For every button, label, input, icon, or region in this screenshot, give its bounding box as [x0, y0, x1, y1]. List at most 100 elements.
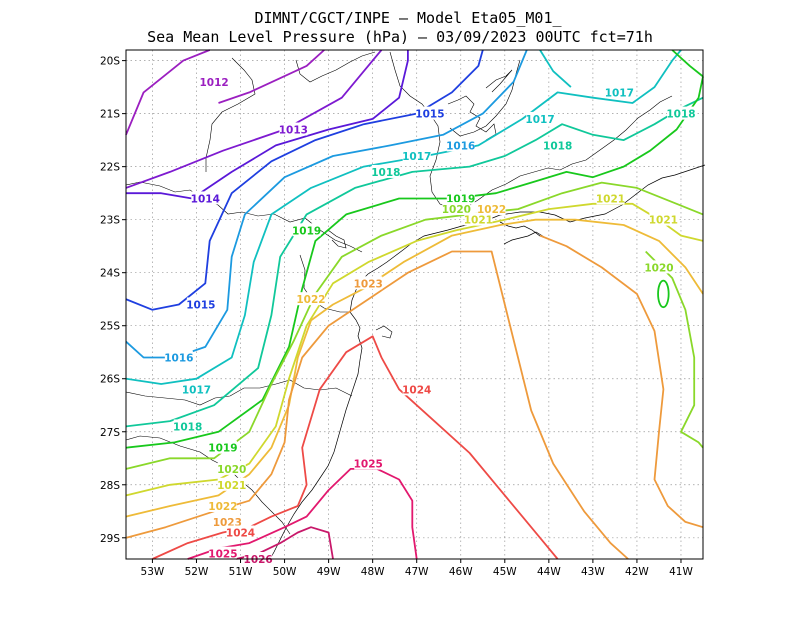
lat-tick-label: 27S	[100, 427, 120, 439]
isobar-label-bg	[371, 164, 400, 178]
isobar-label-1025: 1025	[208, 549, 237, 561]
isobar-label-bg	[526, 111, 555, 125]
lon-tick-label: 46W	[449, 566, 473, 578]
isobar-label-1019: 1019	[292, 225, 321, 237]
lat-tick-label: 26S	[100, 374, 120, 386]
lon-tick-label: 47W	[405, 566, 429, 578]
plot-border	[125, 49, 704, 560]
isobar-label-bg	[446, 191, 475, 205]
isobar-label-bg	[208, 440, 237, 454]
lat-tick-label: 20S	[100, 56, 120, 68]
lat-tick-label: 21S	[100, 109, 120, 121]
isobar-label-1017: 1017	[182, 384, 211, 396]
axis-ticks: 20S 21S 22S 23S 24S 25S 26S 27S 28S 29S 53W 52W 51W 5…	[100, 56, 693, 578]
isobar-label-bg	[296, 292, 325, 306]
isobar-label-1021: 1021	[649, 215, 678, 227]
isobar-label-bg	[208, 498, 237, 512]
isobar-label-1020: 1020	[644, 262, 673, 274]
isobar-label-bg	[226, 525, 255, 539]
lon-tick-label: 50W	[273, 566, 297, 578]
isobar-label-bg	[217, 477, 246, 491]
isobar-label-bg	[596, 191, 625, 205]
isobar-label-1021: 1021	[464, 215, 493, 227]
isobar-1014	[126, 50, 409, 200]
isobar-label-bg	[644, 260, 673, 274]
isobar-label-1017: 1017	[402, 151, 431, 163]
isobar-label-1013: 1013	[279, 125, 308, 137]
lon-tick-label: 41W	[669, 566, 693, 578]
lon-tick-label: 43W	[581, 566, 605, 578]
isobar-1019	[671, 49, 704, 78]
lon-tick-label: 44W	[537, 566, 561, 578]
state-border-6	[295, 51, 376, 83]
lon-tick-label: 49W	[317, 566, 341, 578]
isobar-label-1022: 1022	[296, 294, 325, 306]
lon-tick-label: 45W	[493, 566, 517, 578]
isobar-1012	[125, 49, 211, 136]
isobar-label-bg	[173, 419, 202, 433]
isobar-label-bg	[279, 122, 308, 136]
isobar-label-1018: 1018	[666, 109, 695, 121]
isobar-label-1014: 1014	[191, 193, 220, 205]
isobar-1018	[125, 96, 704, 428]
isobar-label-1020: 1020	[217, 464, 246, 476]
lon-tick-label: 51W	[229, 566, 253, 578]
isobar-label-1017: 1017	[605, 87, 634, 99]
lon-tick-label: 42W	[625, 566, 649, 578]
lat-tick-label: 23S	[100, 215, 120, 227]
lat-tick-label: 22S	[100, 162, 120, 174]
isobar-label-bg	[477, 202, 506, 216]
isobar-labels: 1012 1013 1014 1015 1015 1016 1016 1017 1017 1017…	[164, 74, 696, 566]
isobar-label-bg	[186, 297, 215, 311]
state-border-2	[125, 379, 353, 406]
isobar-label-bg	[543, 138, 572, 152]
map-title-line2: Sea Mean Level Pressure (hPa) – 03/09/20…	[147, 28, 653, 46]
lat-tick-label: 25S	[100, 321, 120, 333]
isobar-label-1018: 1018	[543, 140, 572, 152]
isobar-1023	[539, 234, 704, 529]
isobar-label-bg	[415, 106, 444, 120]
isobar-label-1017: 1017	[525, 114, 554, 126]
isobar-label-1022: 1022	[477, 204, 506, 216]
lon-tick-label: 52W	[185, 566, 209, 578]
isobar-label-1019: 1019	[208, 443, 237, 455]
isobar-label-1026: 1026	[244, 554, 273, 566]
isobar-label-bg	[605, 85, 634, 99]
lat-tick-label: 28S	[100, 480, 120, 492]
isobar-label-1024: 1024	[402, 384, 431, 396]
isobar-label-bg	[208, 546, 237, 560]
isobar-label-1018: 1018	[371, 167, 400, 179]
isobar-label-bg	[446, 138, 475, 152]
isobar-1020	[645, 250, 704, 449]
lat-tick-label: 29S	[100, 533, 120, 545]
isobar-label-1022: 1022	[208, 501, 237, 513]
lat-tick-label: 24S	[100, 268, 120, 280]
plot-area: 1012 1013 1014 1015 1015 1016 1016 1017 1017 1017…	[100, 49, 706, 578]
isobar-label-bg	[213, 514, 242, 528]
isobar-label-1015: 1015	[186, 300, 215, 312]
reservoir-lakes	[447, 95, 497, 141]
isobar-label-1015: 1015	[415, 109, 444, 121]
isobar-label-bg	[442, 202, 471, 216]
state-border-8	[461, 95, 673, 211]
isobar-label-bg	[464, 212, 493, 226]
isobar-label-1021: 1021	[217, 480, 246, 492]
isobar-1023	[125, 250, 629, 560]
isobar-label-bg	[649, 212, 678, 226]
isobar-label-bg	[354, 276, 383, 290]
map-title-line1: DIMNT/CGCT/INPE – Model Eta05_M01_	[254, 9, 562, 27]
lon-tick-label: 53W	[141, 566, 165, 578]
inner-lake	[327, 229, 347, 249]
island-coast	[375, 325, 393, 339]
isobar-label-1012: 1012	[199, 77, 228, 89]
isobar-label-bg	[217, 461, 246, 475]
isobar-label-bg	[164, 350, 193, 364]
isobar-1012	[218, 49, 325, 104]
isobar-1017	[125, 49, 682, 385]
isobar-1015	[125, 49, 484, 311]
isobar-label-1024: 1024	[226, 527, 255, 539]
isobar-1017	[539, 49, 572, 88]
isobar-label-1023: 1023	[354, 278, 383, 290]
isobar-label-1020: 1020	[442, 204, 471, 216]
